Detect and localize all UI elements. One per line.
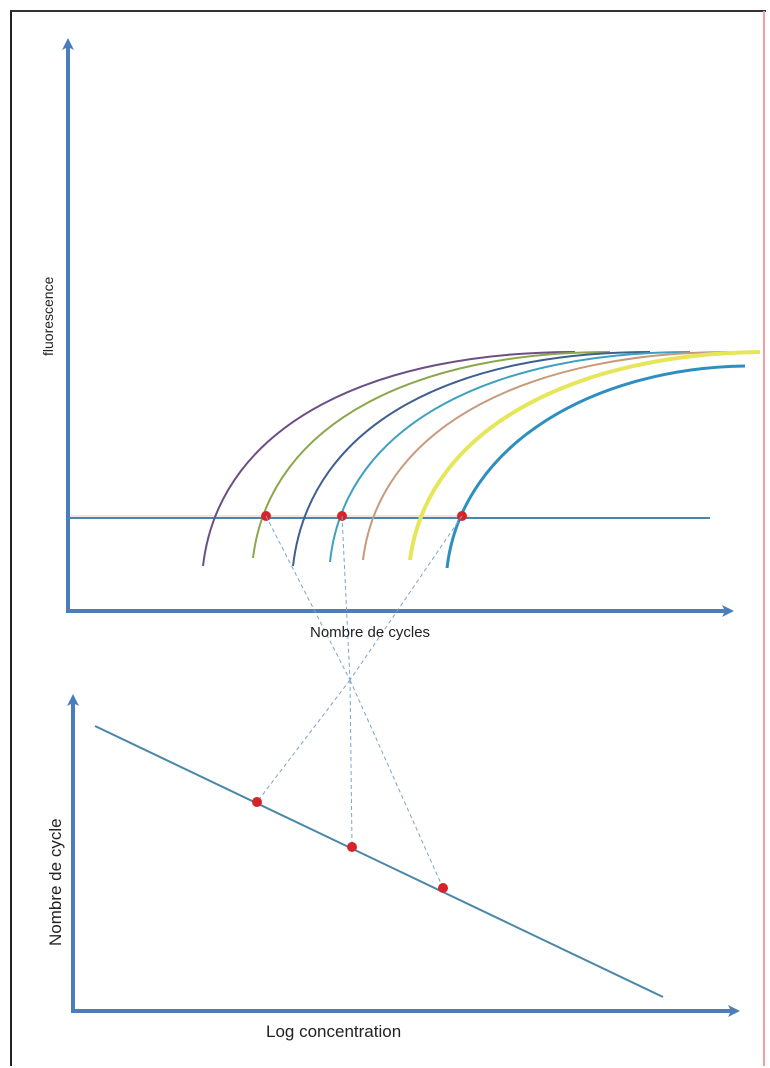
guide-line-1b — [256, 679, 351, 803]
lower-y-axis-label: Nombre de cycle — [46, 818, 65, 946]
amplification-curve-1 — [202, 351, 576, 567]
guide-line-1a — [265, 515, 351, 681]
standard-point-3 — [438, 883, 448, 893]
amplification-curve-6 — [408, 350, 761, 561]
amplification-curve-7 — [445, 364, 746, 569]
standard-point-1 — [252, 797, 262, 807]
standard-point-2 — [347, 842, 357, 852]
upper-y-axis-label: fluorescence — [40, 276, 56, 356]
guide-lines — [256, 515, 463, 889]
lower-x-axis-label: Log concentration — [266, 1022, 402, 1041]
guide-line-2a — [341, 515, 351, 681]
amplification-curve-5 — [362, 351, 731, 561]
upper-chart — [62, 38, 761, 617]
upper-x-axis-label: Nombre de cycles — [310, 624, 431, 641]
lower-chart — [67, 694, 740, 1017]
guide-line-3a — [349, 515, 463, 681]
amplification-curve-2 — [252, 351, 611, 559]
amplification-curve-4 — [329, 351, 691, 563]
amplification-curve-3 — [292, 351, 651, 567]
guide-line-2b — [349, 679, 353, 848]
regression-line — [94, 725, 664, 998]
guide-line-3b — [349, 679, 444, 889]
